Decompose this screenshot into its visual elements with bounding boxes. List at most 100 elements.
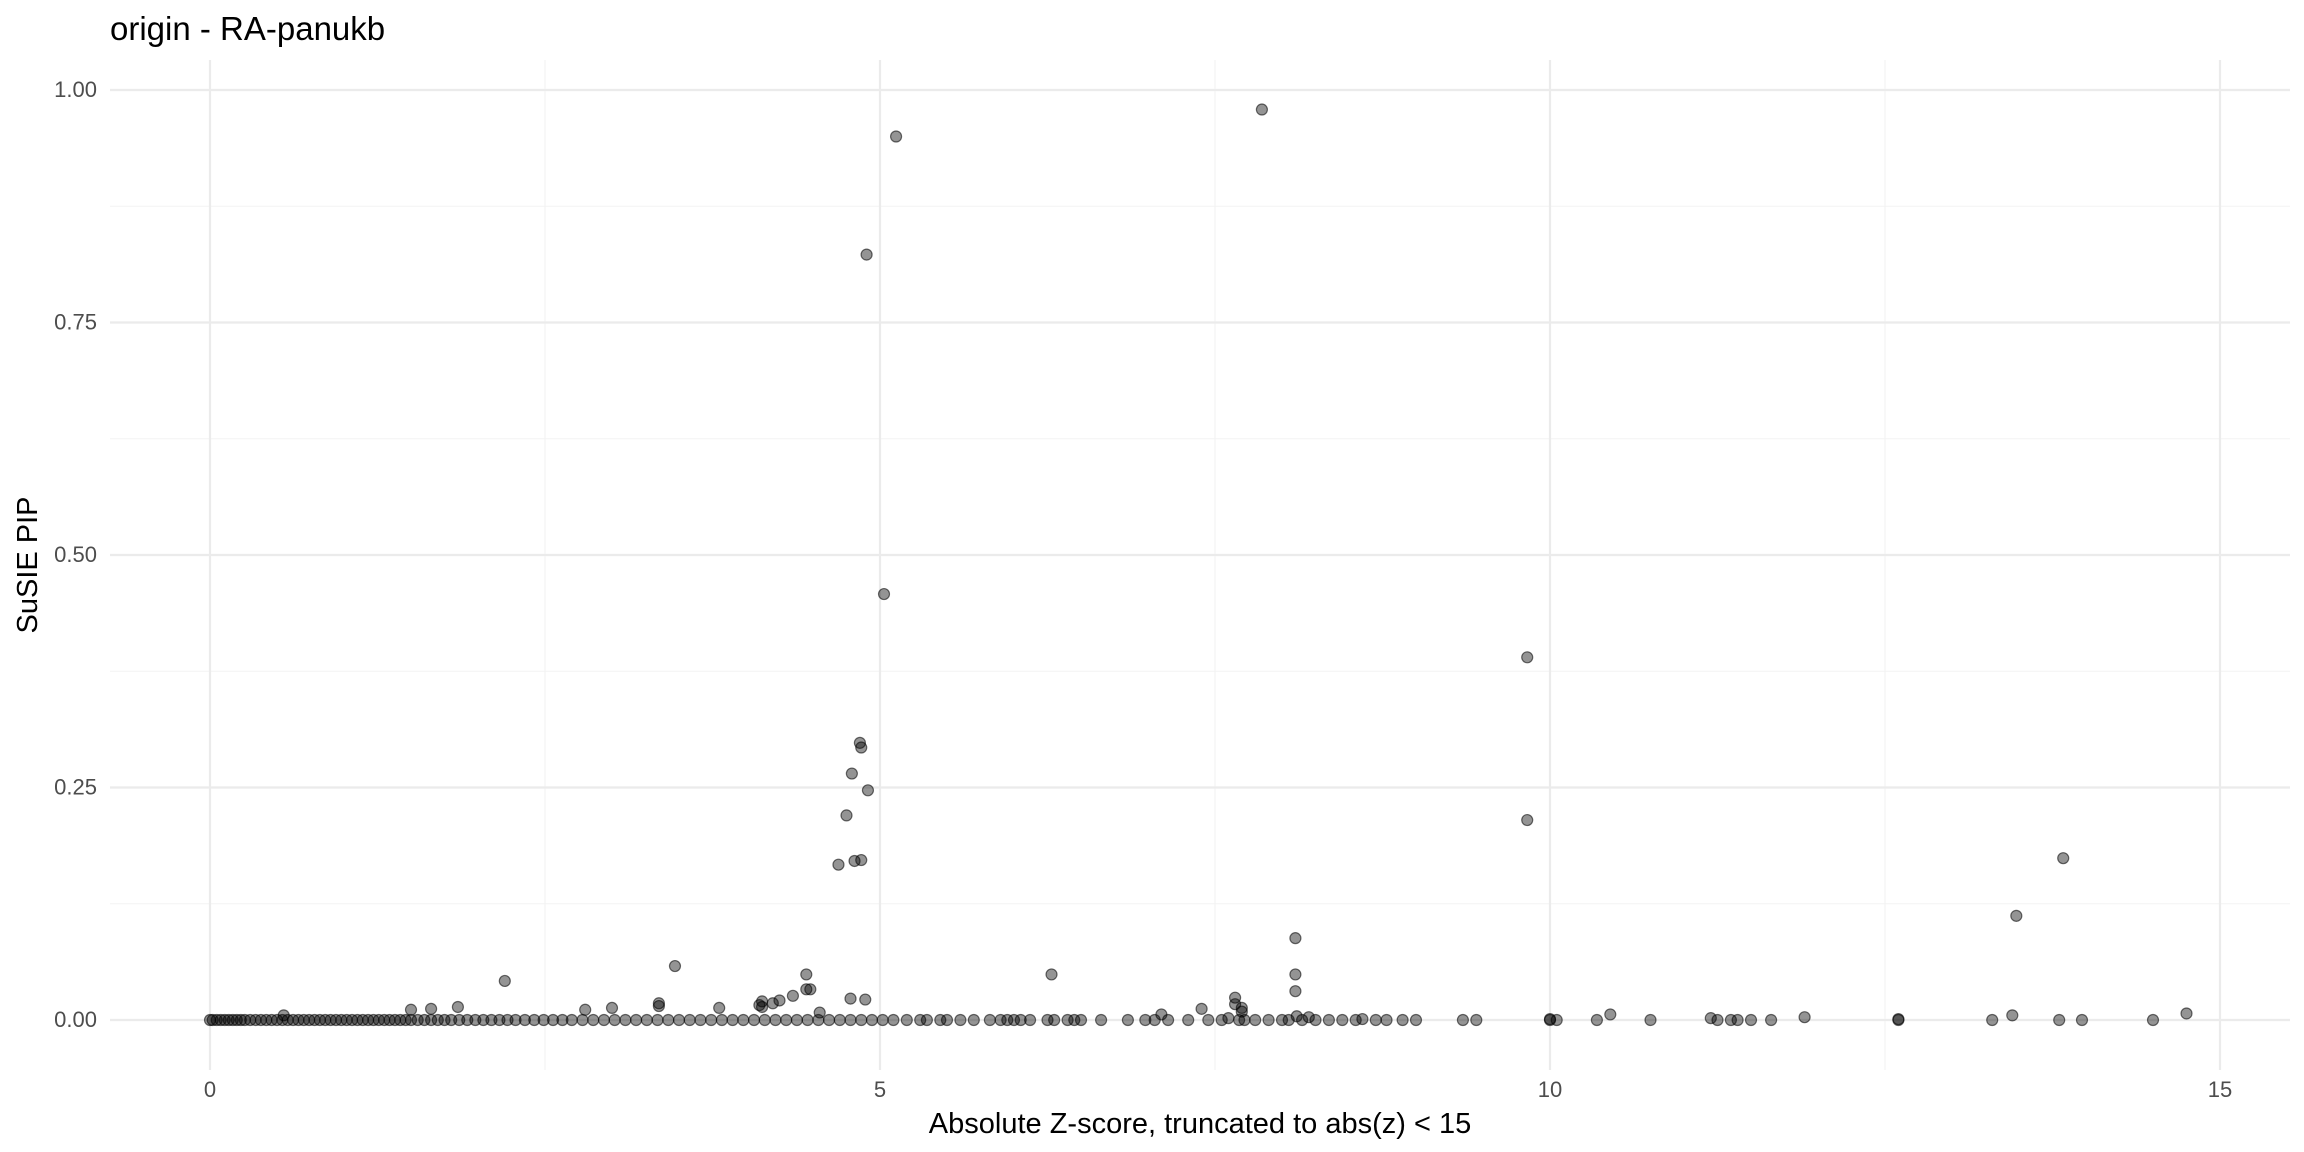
data-point [855, 741, 868, 754]
data-point [1289, 968, 1302, 981]
data-point [431, 1013, 444, 1027]
data-point [630, 1013, 643, 1027]
data-point [694, 1013, 707, 1027]
data-point [509, 1013, 522, 1027]
data-point [579, 1003, 592, 1016]
data-point [1892, 1012, 1905, 1026]
data-point [528, 1013, 541, 1027]
data-point [769, 1013, 782, 1027]
data-point [404, 1003, 418, 1016]
data-point [983, 1013, 996, 1027]
data-point [887, 1013, 900, 1027]
data-point [1061, 1013, 1074, 1027]
data-point [845, 767, 858, 780]
data-point [1322, 1013, 1336, 1027]
data-point [1255, 103, 1269, 116]
data-point [652, 999, 666, 1013]
data-point [1235, 1001, 1248, 1015]
data-point [1798, 1011, 1811, 1024]
data-point [737, 1013, 750, 1027]
data-point [1521, 813, 1534, 827]
data-point [800, 968, 813, 981]
data-point [2006, 1009, 2019, 1022]
data-point [418, 1013, 431, 1027]
data-points [203, 103, 2193, 1027]
data-point [715, 1013, 728, 1027]
x-axis-ticks: 0 5 10 15 [204, 1077, 2232, 1102]
data-point [1604, 1008, 1617, 1021]
data-point [1724, 1013, 1738, 1027]
data-point [1023, 1013, 1037, 1027]
x-tick-label: 0 [204, 1077, 216, 1102]
data-point [640, 1013, 653, 1027]
data-point [833, 1013, 846, 1027]
data-point [565, 1013, 578, 1027]
data-point [813, 1006, 826, 1019]
data-point [1222, 1012, 1235, 1025]
data-point [1521, 651, 1534, 664]
data-point [1704, 1012, 1717, 1025]
data-point [994, 1013, 1007, 1027]
data-point [1235, 1005, 1248, 1018]
data-point [1195, 1002, 1208, 1015]
data-point [1470, 1013, 1483, 1027]
data-point [1139, 1013, 1152, 1027]
data-point [844, 1013, 857, 1027]
data-point [790, 1013, 804, 1027]
data-point [2010, 909, 2023, 922]
x-tick-label: 5 [874, 1077, 886, 1102]
data-point [840, 809, 853, 822]
data-point [876, 1013, 889, 1027]
data-point [2146, 1013, 2160, 1027]
data-point [2180, 1007, 2193, 1020]
data-point [954, 1013, 967, 1027]
data-point [2053, 1013, 2066, 1027]
data-point [2075, 1013, 2089, 1027]
y-tick-label: 0.50 [54, 542, 97, 567]
data-point [1228, 991, 1242, 1004]
data-point [861, 784, 875, 797]
data-point [1336, 1013, 1349, 1027]
data-point [747, 1013, 761, 1027]
data-point [597, 1013, 611, 1027]
data-point [2057, 852, 2070, 865]
major-gridlines [110, 60, 2290, 1070]
data-point [451, 1000, 464, 1014]
data-point [683, 1013, 696, 1027]
data-point [780, 1013, 793, 1027]
data-point [832, 858, 845, 871]
data-point [234, 1013, 247, 1027]
data-point [1543, 1012, 1557, 1026]
data-point [940, 1013, 954, 1027]
data-point [1202, 1013, 1215, 1027]
data-point [1309, 1013, 1322, 1027]
minor-gridlines [110, 60, 2290, 1070]
data-point [1014, 1013, 1027, 1027]
data-point [844, 992, 857, 1005]
data-point [1369, 1013, 1382, 1027]
data-point [1249, 1013, 1262, 1027]
data-point [1182, 1013, 1195, 1027]
data-point [277, 1009, 290, 1022]
data-point [438, 1013, 451, 1027]
data-point [920, 1013, 934, 1027]
data-point [859, 993, 872, 1006]
data-point [546, 1013, 560, 1027]
data-point [1396, 1013, 1409, 1027]
data-point [889, 130, 903, 143]
data-point [900, 1013, 913, 1027]
data-point [758, 1013, 771, 1027]
data-point [934, 1013, 947, 1027]
data-point [651, 1013, 664, 1027]
data-point [804, 983, 817, 996]
data-point [537, 1013, 550, 1027]
data-point [1155, 1008, 1168, 1021]
data-point [800, 983, 813, 996]
data-point [1048, 1013, 1061, 1027]
y-axis-ticks: 0.00 0.25 0.50 0.75 1.00 [54, 77, 97, 1032]
data-point [1644, 1013, 1657, 1027]
data-point [726, 1013, 739, 1027]
data-point [1731, 1013, 1744, 1027]
data-point [914, 1013, 927, 1027]
data-point [425, 1002, 438, 1015]
